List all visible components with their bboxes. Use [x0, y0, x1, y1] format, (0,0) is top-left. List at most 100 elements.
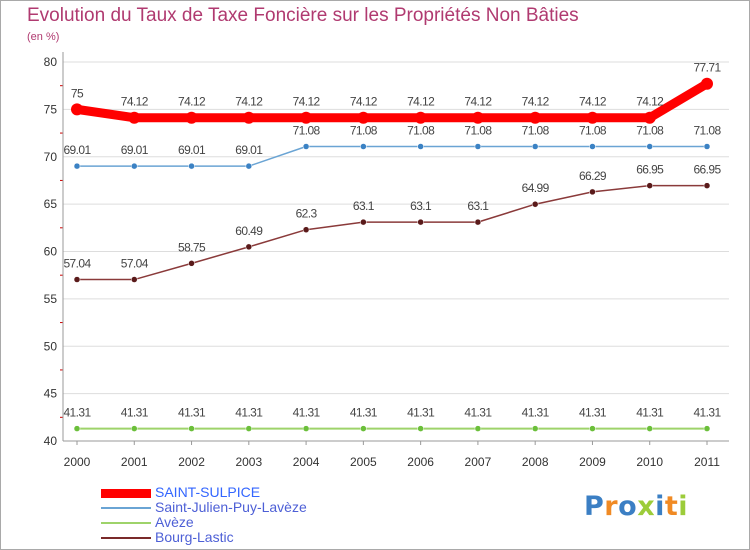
data-point: [586, 111, 599, 124]
data-point: [474, 143, 482, 150]
data-point: [417, 425, 424, 432]
data-point: [417, 218, 424, 226]
data-label: 74.12: [235, 95, 263, 109]
data-point: [302, 425, 310, 432]
data-label: 69.01: [235, 143, 263, 157]
y-tick-label: 60: [44, 245, 58, 259]
data-label: 71.08: [350, 124, 378, 138]
legend-swatch: [101, 488, 151, 498]
data-label: 74.12: [121, 95, 149, 109]
data-label: 69.01: [178, 143, 206, 157]
data-point: [300, 111, 313, 124]
data-label: 75: [71, 86, 84, 100]
data-point: [703, 182, 711, 189]
data-label: 71.08: [693, 124, 721, 138]
x-tick-label: 2008: [522, 455, 549, 469]
data-label: 57.04: [121, 257, 149, 271]
legend-swatch: [101, 507, 151, 509]
legend-label: SAINT-SULPICE: [155, 484, 261, 500]
x-tick-label: 2009: [579, 455, 606, 469]
data-point: [360, 218, 367, 226]
data-label: 66.95: [693, 163, 721, 177]
data-label: 58.75: [178, 240, 206, 254]
data-point: [646, 182, 653, 189]
data-point: [188, 425, 195, 432]
legend-label: Avèze: [155, 514, 194, 530]
data-label: 71.08: [636, 124, 664, 138]
data-point: [73, 425, 81, 432]
x-tick-label: 2004: [293, 455, 320, 469]
x-tick-label: 2007: [465, 455, 492, 469]
data-point: [531, 200, 539, 208]
data-point: [646, 143, 653, 150]
data-label: 41.31: [522, 406, 550, 420]
logo-letter: P: [584, 491, 605, 522]
data-point: [531, 425, 539, 432]
x-tick-label: 2001: [121, 455, 148, 469]
data-label: 57.04: [63, 257, 91, 271]
y-tick-label: 80: [44, 55, 58, 69]
logo-letter: i: [678, 491, 689, 522]
data-point: [414, 111, 427, 124]
data-point: [703, 425, 711, 432]
data-label: 74.12: [293, 95, 321, 109]
data-point: [643, 111, 656, 124]
data-label: 66.95: [636, 163, 664, 177]
data-label: 69.01: [121, 143, 149, 157]
y-tick-label: 55: [44, 292, 58, 306]
data-point: [701, 77, 713, 90]
data-point: [128, 111, 141, 124]
logo-letter: x: [637, 491, 656, 522]
x-tick-label: 2002: [178, 455, 205, 469]
y-tick-label: 65: [44, 197, 58, 211]
data-label: 74.12: [464, 95, 492, 109]
axes: 40 45 50 55 60 65 70 75 80 2000 2001 2002 2003 2004 20…: [44, 52, 729, 469]
data-label: 74.12: [350, 95, 378, 109]
data-point: [73, 276, 81, 283]
y-tick-label: 75: [44, 102, 58, 116]
data-labels: 75 74.12 74.12 74.12 74.12 74.12 74.12 74.12 74.…: [63, 61, 722, 420]
y-axis-unit-label: (en %): [27, 31, 60, 43]
data-label: 41.31: [693, 406, 721, 420]
data-point: [703, 143, 711, 150]
data-point: [357, 111, 370, 124]
data-label: 41.31: [121, 406, 149, 420]
data-label: 71.08: [579, 124, 607, 138]
data-label: 41.31: [350, 406, 378, 420]
legend-swatch: [101, 522, 151, 524]
data-point: [529, 111, 542, 124]
proxiti-logo: Proxiti: [584, 491, 688, 522]
x-tick-label: 2000: [64, 455, 91, 469]
legend-label: Bourg-Lastic: [155, 529, 234, 545]
data-label: 74.12: [579, 95, 607, 109]
data-point: [646, 425, 653, 432]
logo-letter: r: [604, 491, 619, 522]
chart-title: Evolution du Taux de Taxe Foncière sur l…: [27, 5, 579, 26]
series-lines: [71, 77, 713, 432]
data-label: 63.1: [467, 199, 489, 213]
data-label: 64.99: [522, 181, 550, 195]
logo-letter: t: [664, 491, 679, 522]
series-line-3: [76, 184, 708, 281]
data-point: [302, 143, 310, 150]
data-point: [589, 143, 596, 150]
data-point: [131, 425, 138, 432]
data-point: [360, 143, 367, 150]
data-label: 63.1: [410, 199, 432, 213]
data-point: [188, 260, 195, 267]
data-point: [417, 143, 424, 150]
data-point: [245, 243, 253, 251]
data-label: 71.08: [522, 124, 550, 138]
logo-letter: i: [655, 491, 665, 522]
y-tick-label: 40: [44, 434, 58, 448]
grid-lines: [63, 61, 729, 395]
data-point: [471, 111, 484, 124]
x-tick-label: 2011: [694, 455, 720, 469]
data-label: 63.1: [353, 199, 375, 213]
data-label: 74.12: [407, 95, 435, 109]
logo-letter: o: [618, 491, 638, 522]
y-tick-label: 50: [44, 339, 58, 353]
data-point: [474, 218, 482, 226]
data-point: [589, 188, 596, 196]
data-label: 71.08: [293, 124, 321, 138]
